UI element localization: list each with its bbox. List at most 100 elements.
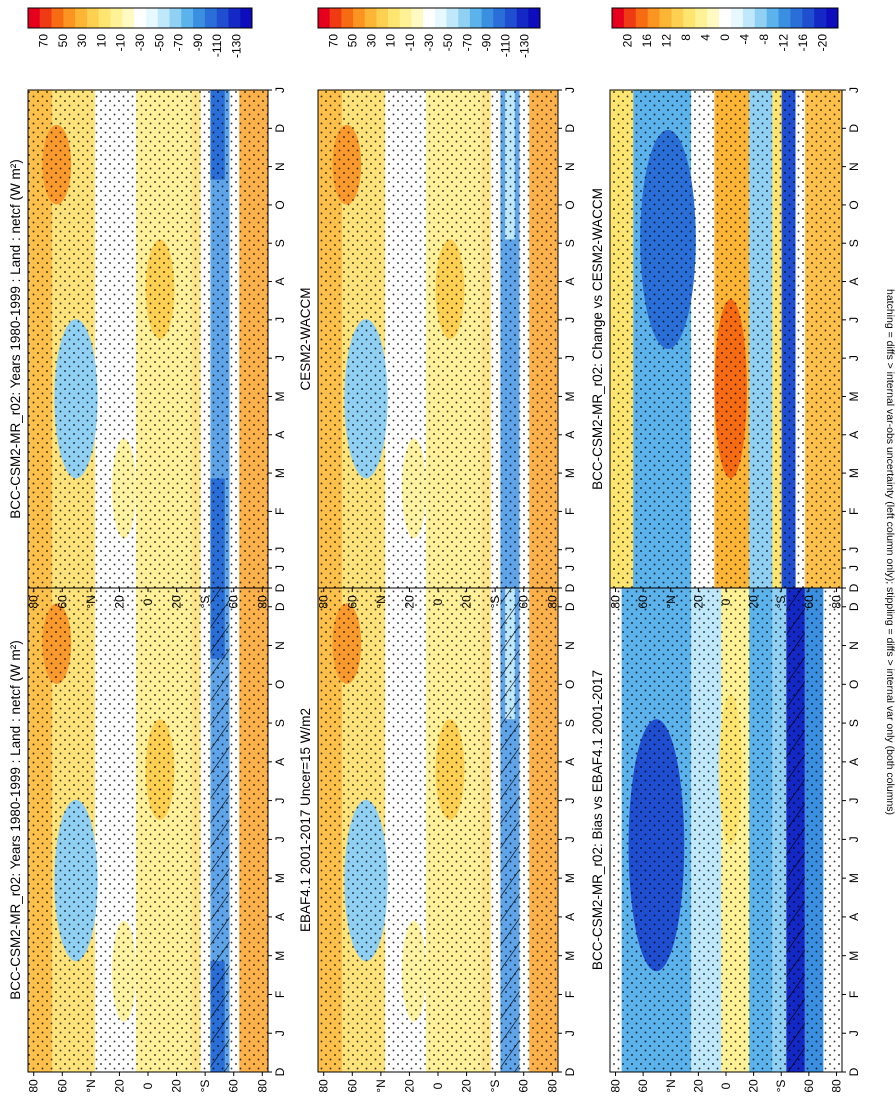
x-tick-label: J [847, 355, 861, 361]
y-tick-label: °N [84, 595, 98, 608]
x-tick-label: D [563, 583, 577, 592]
y-tick-label: 20 [691, 595, 705, 609]
hatching-overlay [500, 568, 520, 1072]
colorbar-tick-label: -10 [114, 34, 128, 52]
x-tick-label: N [273, 162, 287, 171]
colorbar-tick-label: 12 [660, 34, 674, 48]
panel-title: CESM2-WACCM [298, 288, 313, 391]
panel-title: BCC-CSM2-MR_r02: Years 1980-1999 : Land … [8, 640, 23, 999]
stippling-overlay [610, 568, 842, 1072]
x-tick-label: F [273, 991, 287, 998]
x-tick-label: A [273, 278, 287, 286]
colorbar-swatch [730, 8, 744, 28]
x-tick-label: A [273, 913, 287, 921]
x-tick-label: A [273, 758, 287, 766]
colorbar-swatch [98, 8, 111, 28]
y-tick-label: 80 [255, 595, 269, 609]
y-tick-label: 0 [141, 1082, 155, 1089]
colorbar-tick-label: 30 [365, 34, 379, 48]
colorbar-tick-label: 10 [94, 34, 108, 48]
y-tick-label: °S [774, 596, 788, 609]
colorbar-swatch [318, 8, 330, 28]
y-tick-label: 80 [545, 595, 559, 609]
colorbar-tick-label: -30 [133, 34, 147, 52]
hatching-overlay [210, 568, 230, 1072]
x-tick-label: F [847, 508, 861, 515]
colorbar-tick-label: -4 [737, 34, 751, 45]
colorbar-swatch [516, 8, 529, 28]
x-tick-label: J [563, 87, 577, 93]
x-tick-label: A [847, 278, 861, 286]
panel-1: BCC-CSM2-MR_r02: Years 1980-1999 : Land … [8, 565, 287, 1093]
y-tick-label: 60 [345, 595, 359, 609]
panel-6: BCC-CSM2-MR_r02: Change vs CESM2-WACCM D J… [590, 7, 861, 609]
y-tick-label: 60 [227, 595, 241, 609]
panel-4: CESM2-WACCM D J F M A M J J A S O N D J 80 60 °N 20 0 20 °S 60… [298, 7, 577, 609]
x-tick-label: S [847, 719, 861, 727]
x-tick-label: J [273, 547, 287, 553]
y-tick-label: 80 [255, 1079, 269, 1093]
stippling-overlay [318, 568, 558, 1072]
colorbar-swatch [63, 8, 76, 28]
x-tick-label: O [273, 200, 287, 209]
colorbar-swatch [683, 8, 696, 28]
panel-title: BCC-CSM2-MR_r02: Bias vs EBAF4.1 2001-20… [590, 670, 605, 970]
colorbar-swatch [110, 8, 123, 28]
y-tick-label: 60 [636, 595, 650, 609]
colorbar-swatch [204, 8, 217, 28]
x-tick-label: M [273, 873, 287, 883]
x-tick-label: D [273, 583, 287, 592]
colorbar-tick-label: 8 [679, 34, 693, 41]
colorbar-swatch [790, 8, 803, 28]
colorbar-swatch [39, 8, 52, 28]
colorbar-tick-label: -10 [403, 34, 417, 52]
y-tick-label: °N [374, 1079, 388, 1092]
colorbar-swatch [423, 8, 436, 28]
y-tick-label: °N [84, 1079, 98, 1092]
colorbar-swatch [635, 8, 648, 28]
y-tick-label: 80 [317, 1079, 331, 1093]
x-tick-label: A [563, 913, 577, 921]
colorbar-swatch [458, 8, 471, 28]
colorbar-tick-label: -16 [796, 34, 810, 52]
panels: BCC-CSM2-MR_r02: Years 1980-1999 : Land … [8, 7, 861, 1093]
y-tick-label: °N [374, 595, 388, 608]
y-tick-label: 80 [829, 595, 843, 609]
colorbar-swatch [329, 8, 342, 28]
colorbar-tick-label: -50 [152, 34, 166, 52]
x-tick-label: N [847, 162, 861, 171]
colorbar-swatch [145, 8, 158, 28]
x-tick-label: J [847, 1030, 861, 1036]
colorbar-swatch [341, 8, 354, 28]
y-tick-label: 20 [402, 595, 416, 609]
colorbar-swatch [481, 8, 494, 28]
y-tick-label: 20 [747, 1079, 761, 1093]
colorbar-tick-label: 20 [621, 34, 635, 48]
y-tick-label: 60 [802, 595, 816, 609]
x-tick-label: A [563, 278, 577, 286]
x-tick-label: J [847, 565, 861, 571]
y-tick-label: 0 [141, 598, 155, 605]
x-tick-label: J [273, 317, 287, 323]
colorbar-swatch [122, 8, 135, 28]
x-tick-label: J [563, 317, 577, 323]
colorbar-tick-label: -12 [776, 34, 790, 52]
x-tick-label: J [563, 836, 577, 842]
x-tick-label: D [563, 602, 577, 611]
x-tick-label: N [847, 641, 861, 650]
x-tick-label: M [563, 468, 577, 478]
x-tick-label: D [273, 1067, 287, 1076]
x-tick-label: J [273, 565, 287, 571]
x-tick-label: A [847, 913, 861, 921]
colorbar-swatch [695, 8, 708, 28]
panel-title: EBAF4.1 2001-2017 Uncer=15 W/m2 [298, 708, 313, 932]
colorbar-swatch [707, 8, 720, 28]
y-tick-label: 80 [27, 595, 41, 609]
y-tick-label: 60 [517, 1079, 531, 1093]
x-tick-label: J [563, 547, 577, 553]
colorbar-swatch [469, 8, 482, 28]
y-tick-label: 80 [829, 1079, 843, 1093]
x-tick-label: J [273, 798, 287, 804]
footer-caption: hatching = diffs > internal var-obs unce… [884, 289, 895, 815]
